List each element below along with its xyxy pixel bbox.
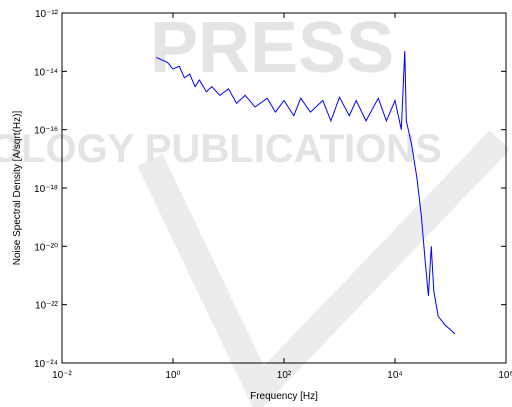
x-axis-label: Frequency [Hz] [250, 391, 318, 402]
y-tick-label: 10⁻²² [35, 301, 59, 312]
y-tick-label: 10⁻²⁰ [34, 242, 58, 253]
watermark-shape [137, 130, 511, 407]
x-tick-label: 10⁶ [498, 370, 512, 381]
y-tick-label: 10⁻¹⁴ [34, 67, 58, 78]
data-line [156, 50, 456, 335]
y-tick-label: 10⁻¹⁸ [34, 184, 58, 195]
x-tick-label: 10⁴ [387, 370, 402, 381]
y-tick-label: 10⁻²⁴ [34, 359, 58, 370]
y-tick-label: 10⁻¹² [35, 9, 59, 20]
watermark-text: PRESS [150, 8, 394, 88]
y-tick-label: 10⁻¹⁶ [34, 126, 58, 137]
watermark-text: OLOGY PUBLICATIONS [0, 127, 442, 171]
x-tick-label: 10⁰ [165, 370, 180, 381]
y-axis-label: Noise Spectral Density [A/sqrt(Hz)] [12, 111, 23, 266]
x-tick-label: 10⁻² [52, 370, 72, 381]
x-tick-label: 10² [277, 370, 292, 381]
